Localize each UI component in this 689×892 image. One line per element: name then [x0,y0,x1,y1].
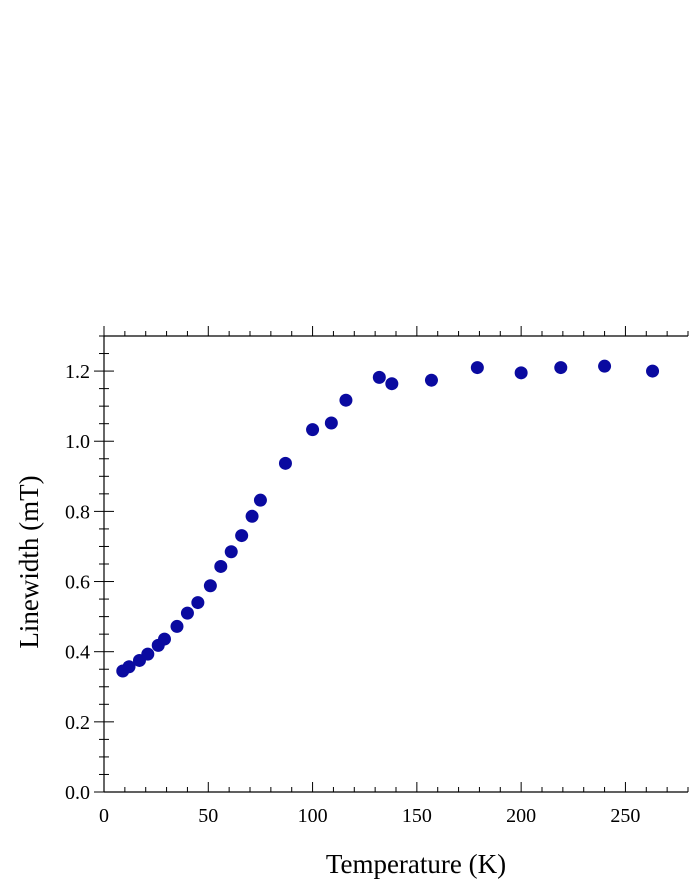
data-point [245,509,259,523]
data-point [141,647,155,661]
x-tick-label: 50 [198,805,218,827]
y-axis-title: Linewidth (mT) [14,475,44,648]
x-tick-label: 100 [298,805,328,827]
data-point [514,366,528,380]
y-tick-label: 0.6 [65,572,90,594]
y-tick-label: 0.0 [65,782,90,804]
x-tick-label: 250 [610,805,640,827]
data-point [372,370,386,384]
x-tick-label: 150 [402,805,432,827]
data-point [470,361,484,375]
data-point [235,529,249,543]
data-point [306,423,320,437]
axes [103,335,688,793]
data-point [157,632,171,646]
x-tick-label: 0 [99,805,109,827]
y-tick-label: 1.0 [65,431,90,453]
data-point [339,393,353,407]
x-tick-label: 200 [506,805,536,827]
ticks [94,326,689,793]
data-point [424,373,438,387]
x-axis-title: Temperature (K) [326,849,506,879]
data-points [116,359,660,678]
data-point [122,660,136,674]
tick-labels: 0 50 100 150 200 250 0.0 0.2 0.4 0.6 0.8 1.0 1.2 [65,361,640,827]
data-point [170,619,184,633]
data-point [598,359,612,373]
data-point [180,606,194,620]
y-tick-label: 0.2 [65,712,90,734]
data-point [646,364,660,378]
data-point [385,377,399,391]
data-point [253,493,267,507]
data-point [278,456,292,470]
y-tick-label: 0.4 [65,642,90,664]
data-point [554,361,568,375]
data-point [214,559,228,573]
y-tick-label: 0.8 [65,501,90,523]
data-point [191,596,205,610]
data-point [324,416,338,430]
data-point [203,579,217,593]
y-tick-label: 1.2 [65,361,90,383]
data-point [224,545,238,559]
